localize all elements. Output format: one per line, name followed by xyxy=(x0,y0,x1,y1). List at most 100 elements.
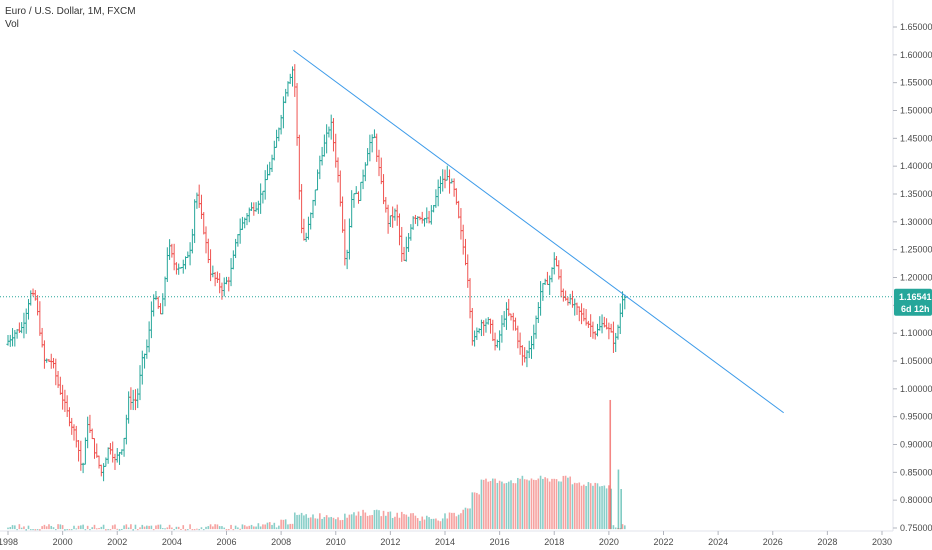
ohlc-bar xyxy=(302,218,306,241)
ohlc-bar xyxy=(281,96,286,129)
ohlc-bar xyxy=(186,251,190,259)
volume-bar xyxy=(482,479,485,530)
volume-bar xyxy=(59,524,62,530)
ohlc-bar xyxy=(620,291,625,318)
price-tick-label: 1.50000 xyxy=(900,106,932,116)
ohlc-bar xyxy=(488,318,493,334)
volume-bar xyxy=(510,480,512,530)
volume-bar xyxy=(95,528,98,530)
ohlc-bar xyxy=(511,312,515,331)
volume-bar xyxy=(328,517,330,530)
ohlc-bar xyxy=(236,234,240,247)
volume-bar xyxy=(227,529,230,531)
volume-bar xyxy=(284,519,287,530)
volume-bar xyxy=(280,519,282,530)
ohlc-bar xyxy=(213,272,217,287)
ohlc-bar xyxy=(575,302,579,315)
ohlc-bar xyxy=(252,202,256,216)
volume-bar xyxy=(609,399,612,530)
volume-bar xyxy=(480,479,483,530)
volume-bar xyxy=(118,529,121,531)
volume-bar xyxy=(216,524,219,530)
volume-bar xyxy=(405,514,408,530)
volume-bar xyxy=(82,524,84,530)
volume-bar xyxy=(592,485,594,530)
volume-bar xyxy=(585,485,587,530)
volume-bar xyxy=(123,525,125,530)
volume-bar xyxy=(202,529,205,531)
volume-indicator-label[interactable]: Vol xyxy=(5,19,19,30)
ohlc-bar xyxy=(193,199,197,244)
volume-bar xyxy=(462,509,465,530)
volume-bar xyxy=(466,508,469,530)
ohlc-bar xyxy=(404,236,408,262)
time-tick-label: 2020 xyxy=(599,537,619,547)
volume-bar xyxy=(121,528,123,530)
ohlc-bar xyxy=(181,259,185,274)
price-tick-label: 1.65000 xyxy=(900,22,932,32)
trendline[interactable] xyxy=(293,49,784,414)
volume-bar xyxy=(68,529,71,531)
ohlc-bar xyxy=(138,365,142,401)
volume-bar xyxy=(551,478,553,530)
volume-bar xyxy=(98,527,100,530)
volume-bar xyxy=(148,525,150,530)
volume-bars xyxy=(7,399,626,531)
volume-bar xyxy=(319,513,321,530)
volume-bar xyxy=(180,528,182,530)
ohlc-bar xyxy=(313,189,317,206)
volume-bar xyxy=(316,518,319,530)
volume-bar xyxy=(576,483,578,530)
volume-bar xyxy=(259,526,262,530)
volume-bar xyxy=(225,529,228,531)
volume-bar xyxy=(487,481,490,530)
time-axis[interactable]: 1998 2000 2002 2004 2006 2008 2010 2012 2014 2016… xyxy=(0,531,892,547)
volume-bar xyxy=(14,525,16,530)
price-tick-label: 0.85000 xyxy=(900,467,932,477)
volume-bar xyxy=(155,525,157,530)
ohlc-bar xyxy=(484,318,488,333)
volume-bar xyxy=(505,483,508,530)
volume-bar xyxy=(517,477,519,530)
ohlc-bar xyxy=(520,345,524,366)
volume-bar xyxy=(86,525,89,530)
volume-bar xyxy=(544,477,546,530)
ohlc-bar xyxy=(370,134,374,153)
ohlc-bar xyxy=(420,211,424,224)
ohlc-bar xyxy=(356,191,361,204)
volume-bar xyxy=(291,523,294,530)
ohlc-bar xyxy=(368,134,372,162)
volume-bar xyxy=(355,515,358,530)
volume-bar xyxy=(9,526,12,530)
volume-bar xyxy=(341,519,344,530)
volume-bar xyxy=(403,514,405,530)
ohlc-bar xyxy=(158,303,163,315)
volume-bar xyxy=(48,524,50,530)
volume-bar xyxy=(428,517,430,530)
ohlc-bar xyxy=(222,277,226,297)
ohlc-bar xyxy=(472,330,477,347)
volume-bar xyxy=(80,525,82,530)
ohlc-bar xyxy=(265,164,270,181)
ohlc-bar xyxy=(234,238,238,259)
volume-bar xyxy=(421,516,424,530)
volume-bar xyxy=(501,481,503,530)
volume-bar xyxy=(166,527,169,530)
time-tick-label: 1998 xyxy=(0,537,18,547)
volume-bar xyxy=(624,525,626,530)
volume-bar xyxy=(93,524,96,530)
volume-bar xyxy=(587,482,590,530)
volume-bar xyxy=(173,529,175,531)
volume-bar xyxy=(414,515,417,530)
volume-bar xyxy=(546,478,549,530)
volume-bar xyxy=(619,528,622,530)
symbol-title[interactable]: Euro / U.S. Dollar, 1M, FXCM xyxy=(5,6,136,17)
volume-bar xyxy=(471,492,474,530)
time-tick-label: 2004 xyxy=(162,537,182,547)
volume-bar xyxy=(567,477,569,530)
ohlc-bar xyxy=(288,73,292,84)
ohlc-bar xyxy=(101,463,106,482)
volume-bar xyxy=(253,526,255,530)
volume-bar xyxy=(423,519,426,530)
